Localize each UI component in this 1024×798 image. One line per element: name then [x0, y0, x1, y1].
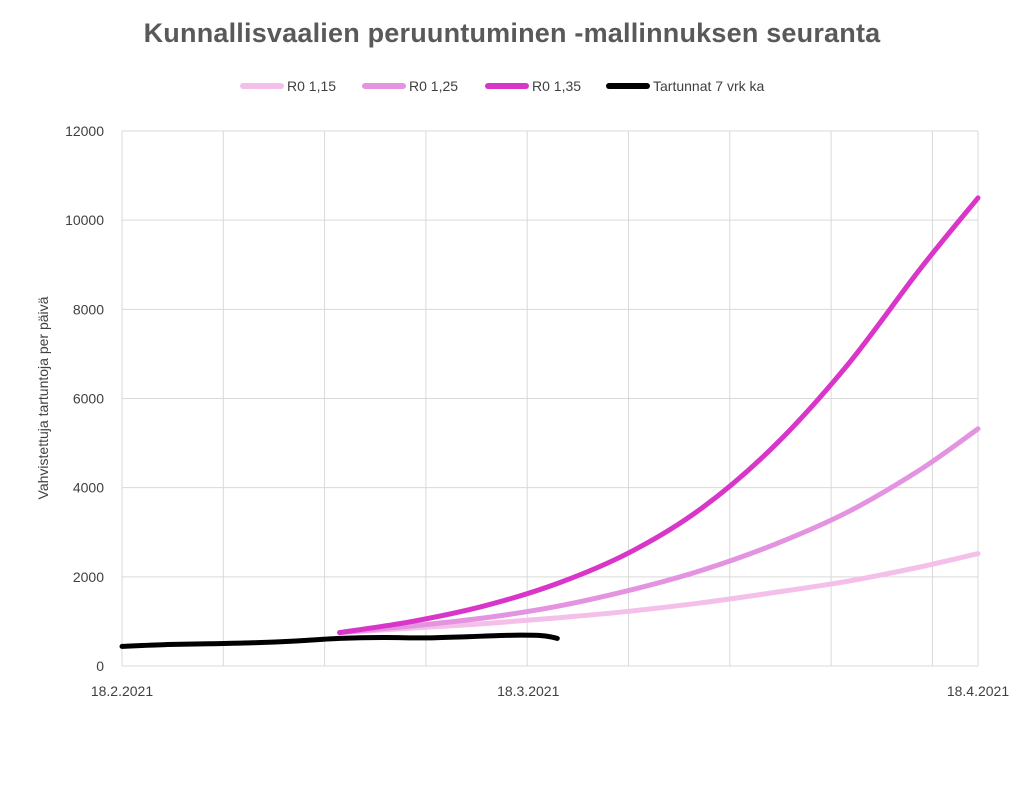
y-tick-label: 8000	[73, 301, 104, 317]
legend-item-tartunnat: Tartunnat 7 vrk ka	[606, 74, 764, 98]
x-tick-label: 18.4.2021	[947, 683, 1009, 699]
legend-label: R0 1,35	[532, 78, 582, 94]
y-tick-label: 2000	[73, 569, 104, 585]
legend-swatch	[606, 83, 650, 89]
legend-item-r0-135: R0 1,35	[485, 74, 581, 98]
x-tick-labels: 18.2.2021 18.3.2021 18.4.2021	[91, 683, 1009, 699]
legend-label: R0 1,15	[287, 78, 337, 94]
legend-label: R0 1,25	[409, 78, 459, 94]
series-line-r0-135	[337, 195, 981, 636]
y-tick-label: 6000	[73, 391, 104, 407]
series-lines	[119, 195, 981, 649]
series-line-r0-115	[337, 551, 981, 636]
legend: R0 1,15 R0 1,25 R0 1,35 Tartunnat 7 vrk …	[0, 74, 1024, 98]
series-line-r0-125	[337, 426, 981, 636]
y-tick-label: 10000	[65, 212, 104, 228]
legend-swatch	[485, 83, 529, 89]
x-tick-label: 18.2.2021	[91, 683, 153, 699]
y-tick-labels: 0 2000 4000 6000 8000 10000 12000	[65, 123, 104, 674]
gridlines	[121, 130, 979, 667]
y-tick-label: 12000	[65, 123, 104, 139]
x-tick-label: 18.3.2021	[497, 683, 559, 699]
legend-item-r0-125: R0 1,25	[362, 74, 458, 98]
legend-swatch	[240, 83, 284, 89]
legend-label: Tartunnat 7 vrk ka	[653, 78, 765, 94]
chart-title: Kunnallisvaalien peruuntuminen -mallinnu…	[143, 18, 881, 48]
y-tick-label: 0	[96, 658, 104, 674]
y-tick-label: 4000	[73, 480, 104, 496]
y-axis-title: Vahvistettuja tartuntoja per päivä	[35, 296, 51, 499]
legend-item-r0-115: R0 1,15	[240, 74, 336, 98]
series-line-tartunnat	[119, 632, 560, 649]
legend-swatch	[362, 83, 406, 89]
